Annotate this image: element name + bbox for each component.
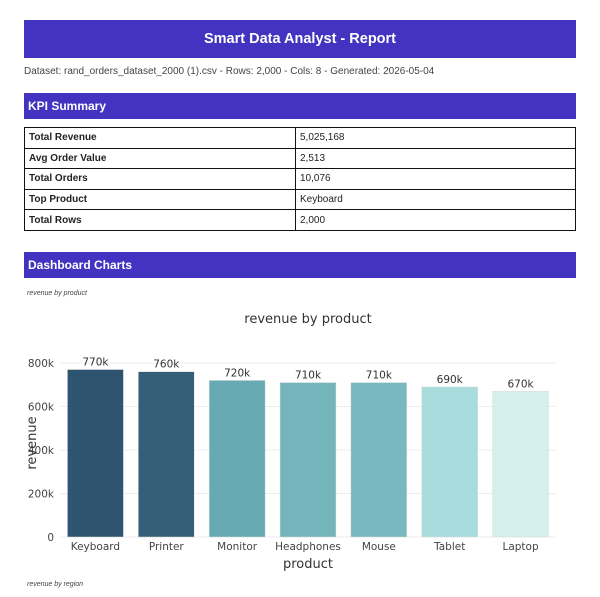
bar: [279, 382, 337, 538]
table-row: Total Orders 10,076: [24, 168, 576, 190]
x-tick-label: Keyboard: [71, 541, 120, 553]
dashboard-charts-heading: Dashboard Charts: [24, 252, 576, 278]
data-label: 770k: [82, 357, 109, 369]
kpi-key: Total Rows: [24, 209, 296, 231]
y-tick-label: 600k: [28, 402, 55, 414]
kpi-key: Top Product: [24, 188, 296, 211]
x-tick-label: Mouse: [362, 541, 396, 553]
bar: [138, 371, 195, 538]
kpi-value: 10,076: [295, 168, 576, 190]
table-row: Avg Order Value 2,513: [24, 147, 576, 170]
revenue-by-product-chart: revenue by product 0 200k 400k 600k 800k 770k K…: [25, 312, 556, 572]
y-tick-label: 800k: [28, 358, 55, 370]
kpi-key: Total Revenue: [24, 127, 296, 149]
kpi-key: Total Orders: [24, 168, 296, 190]
y-tick-label: 400k: [28, 445, 55, 457]
data-label: 710k: [366, 370, 393, 382]
x-axis-label: product: [283, 557, 333, 572]
kpi-value: 5,025,168: [295, 127, 576, 149]
kpi-summary-heading: KPI Summary: [24, 93, 576, 119]
y-tick-label: 0: [47, 532, 54, 544]
dataset-meta: Dataset: rand_orders_dataset_2000 (1).cs…: [24, 66, 435, 77]
kpi-value: Keyboard: [295, 188, 576, 211]
x-tick-label: Laptop: [502, 541, 538, 553]
table-row: Total Revenue 5,025,168: [24, 127, 576, 149]
report-title: Smart Data Analyst - Report: [24, 20, 576, 58]
y-axis-label: revenue: [25, 416, 40, 469]
data-label: 720k: [224, 367, 251, 379]
data-label: 670k: [508, 378, 535, 390]
chart-title: revenue by product: [244, 312, 371, 327]
data-label: 690k: [437, 374, 464, 386]
bar: [421, 386, 478, 538]
data-label: 760k: [153, 359, 180, 371]
x-tick-label: Headphones: [275, 541, 341, 553]
data-label: 710k: [295, 370, 322, 382]
bar: [67, 369, 124, 538]
y-tick-label: 200k: [28, 489, 55, 501]
chart-caption: revenue by product: [27, 290, 87, 297]
bar: [350, 382, 408, 538]
x-tick-label: Printer: [149, 541, 185, 553]
x-tick-label: Monitor: [217, 541, 258, 553]
chart-caption: revenue by region: [27, 581, 84, 588]
table-row: Top Product Keyboard: [24, 188, 576, 211]
kpi-key: Avg Order Value: [24, 147, 296, 170]
table-row: Total Rows 2,000: [24, 209, 576, 231]
kpi-value: 2,513: [295, 147, 576, 170]
kpi-table: Total Revenue 5,025,168 Avg Order Value …: [24, 127, 576, 231]
x-tick-label: Tablet: [433, 541, 465, 553]
bar: [208, 380, 266, 538]
bar: [492, 391, 549, 538]
kpi-value: 2,000: [295, 209, 576, 231]
